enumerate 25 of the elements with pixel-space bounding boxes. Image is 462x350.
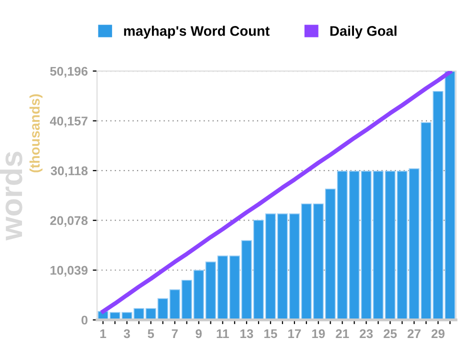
x-tick-label: 19	[312, 329, 325, 338]
x-tick-label: 17	[288, 329, 301, 338]
x-tick-label: 27	[408, 329, 421, 338]
x-tick-label: 21	[336, 329, 349, 338]
y-tick-label: 50,196	[50, 66, 88, 78]
x-tick-label: 7	[172, 329, 178, 338]
legend-label: Daily Goal	[330, 26, 396, 39]
x-tick-label: 13	[240, 329, 254, 338]
y-tick-label: 30,118	[50, 166, 88, 178]
x-tick-label: 9	[196, 329, 202, 338]
y-tick-label: 20,078	[50, 216, 88, 227]
x-tick-label: 29	[432, 329, 445, 338]
x-tick-label: 1	[100, 329, 106, 338]
text: (thousands)	[30, 94, 42, 172]
x-tick-label: 11	[216, 329, 229, 338]
x-tick-label: 5	[148, 329, 154, 338]
x-tick-label: 23	[360, 329, 373, 338]
y-tick-label: 0	[82, 316, 88, 325]
x-tick-label: 15	[264, 329, 278, 338]
y-tick-label: 10,039	[50, 266, 88, 277]
line-series	[100, 71, 452, 314]
legend-label: mayhap's Word Count	[124, 26, 270, 39]
y-tick-label: 40,157	[50, 116, 88, 128]
x-tick-label: 3	[124, 329, 130, 338]
x-tick-label: 25	[384, 329, 397, 338]
